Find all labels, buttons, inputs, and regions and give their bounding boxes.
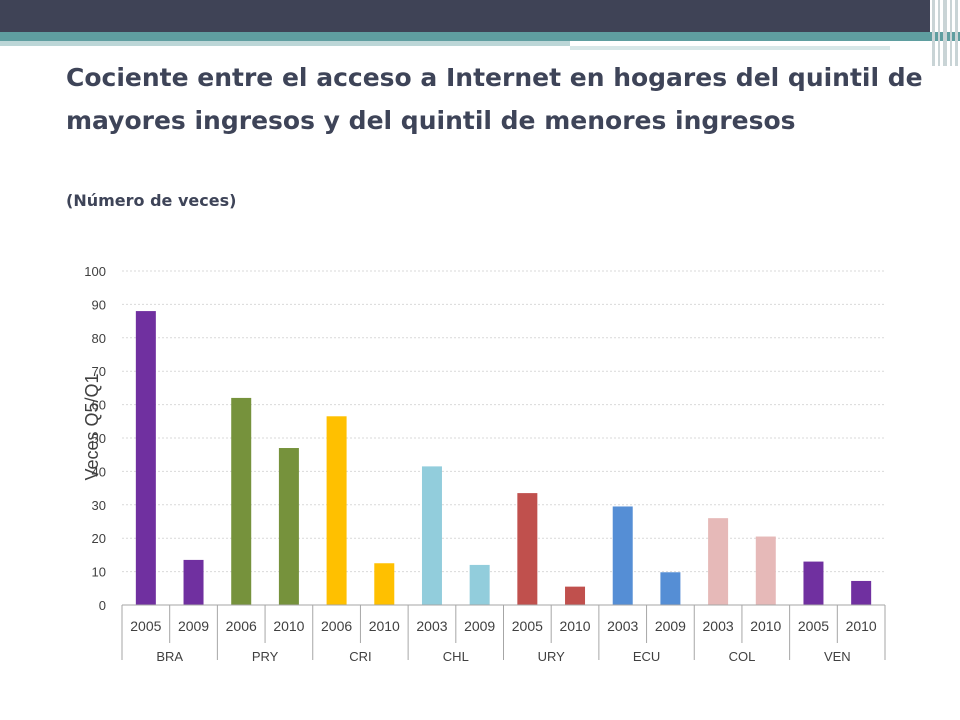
y-tick-label: 30 bbox=[92, 498, 106, 513]
y-tick-label: 70 bbox=[92, 364, 106, 379]
x-tick-year-label: 2009 bbox=[178, 618, 209, 634]
bar-ury-2005 bbox=[517, 493, 538, 605]
x-tick-year-label: 2003 bbox=[607, 618, 638, 634]
x-group-label: CHL bbox=[443, 649, 469, 664]
x-group-label: URY bbox=[538, 649, 566, 664]
x-group-label: VEN bbox=[824, 649, 851, 664]
bar-bra-2009 bbox=[183, 559, 204, 605]
bar-col-2003 bbox=[708, 518, 729, 605]
bar-chl-2003 bbox=[421, 466, 442, 605]
y-tick-label: 80 bbox=[92, 331, 106, 346]
x-tick-year-label: 2010 bbox=[750, 618, 781, 634]
x-tick-year-label: 2010 bbox=[559, 618, 590, 634]
y-tick-label: 10 bbox=[92, 565, 106, 580]
x-group-label: ECU bbox=[633, 649, 660, 664]
bar-ecu-2009 bbox=[660, 572, 681, 605]
x-tick-year-label: 2010 bbox=[273, 618, 304, 634]
y-tick-label: 40 bbox=[92, 464, 106, 479]
bar-cri-2006 bbox=[326, 416, 347, 605]
y-tick-label: 90 bbox=[92, 297, 106, 312]
y-tick-label: 0 bbox=[99, 598, 106, 613]
x-tick-year-label: 2010 bbox=[846, 618, 877, 634]
x-tick-year-label: 2005 bbox=[798, 618, 829, 634]
y-tick-label: 60 bbox=[92, 398, 106, 413]
slide-subtitle: (Número de veces) bbox=[66, 191, 237, 210]
bar-ecu-2003 bbox=[612, 506, 633, 605]
bar-chl-2009 bbox=[469, 564, 490, 605]
header-decoration bbox=[930, 0, 960, 66]
slide-title: Cociente entre el acceso a Internet en h… bbox=[66, 63, 923, 135]
header-stripe-teal bbox=[0, 32, 960, 41]
bar-pry-2006 bbox=[231, 397, 252, 605]
x-tick-year-label: 2003 bbox=[416, 618, 447, 634]
header-bar bbox=[0, 0, 930, 32]
x-tick-year-label: 2010 bbox=[369, 618, 400, 634]
x-group-label: COL bbox=[729, 649, 756, 664]
x-tick-year-label: 2005 bbox=[130, 618, 161, 634]
x-tick-year-label: 2006 bbox=[226, 618, 257, 634]
y-tick-label: 50 bbox=[92, 431, 106, 446]
grid-lines bbox=[122, 270, 885, 573]
bar-ven-2005 bbox=[803, 561, 824, 605]
bar-pry-2010 bbox=[278, 448, 299, 605]
bar-col-2010 bbox=[755, 536, 776, 605]
bar-ven-2010 bbox=[851, 580, 872, 605]
bar-cri-2010 bbox=[374, 563, 395, 605]
x-tick-year-label: 2009 bbox=[464, 618, 495, 634]
y-axis-label: Veces Q5/Q1 bbox=[82, 373, 102, 480]
x-axis: 2005 2009 BRA 2006 2010 PRY 2006 2010 CRI 2003 200… bbox=[121, 604, 886, 664]
x-tick-year-label: 2009 bbox=[655, 618, 686, 634]
x-group-label: BRA bbox=[156, 649, 183, 664]
y-tick-label: 20 bbox=[92, 531, 106, 546]
header-stripe-light-2 bbox=[570, 46, 890, 50]
x-group-label: CRI bbox=[349, 649, 371, 664]
y-axis: 0 10 20 30 40 50 60 70 80 90 100 bbox=[84, 264, 106, 613]
header-stripe-light bbox=[0, 41, 570, 46]
x-group-label: PRY bbox=[252, 649, 279, 664]
x-tick-year-label: 2003 bbox=[703, 618, 734, 634]
bars bbox=[135, 311, 872, 605]
bar-ury-2010 bbox=[565, 586, 586, 605]
bar-bra-2005 bbox=[135, 311, 156, 605]
x-tick-year-label: 2005 bbox=[512, 618, 543, 634]
x-tick-year-label: 2006 bbox=[321, 618, 352, 634]
y-tick-label: 100 bbox=[84, 264, 106, 279]
